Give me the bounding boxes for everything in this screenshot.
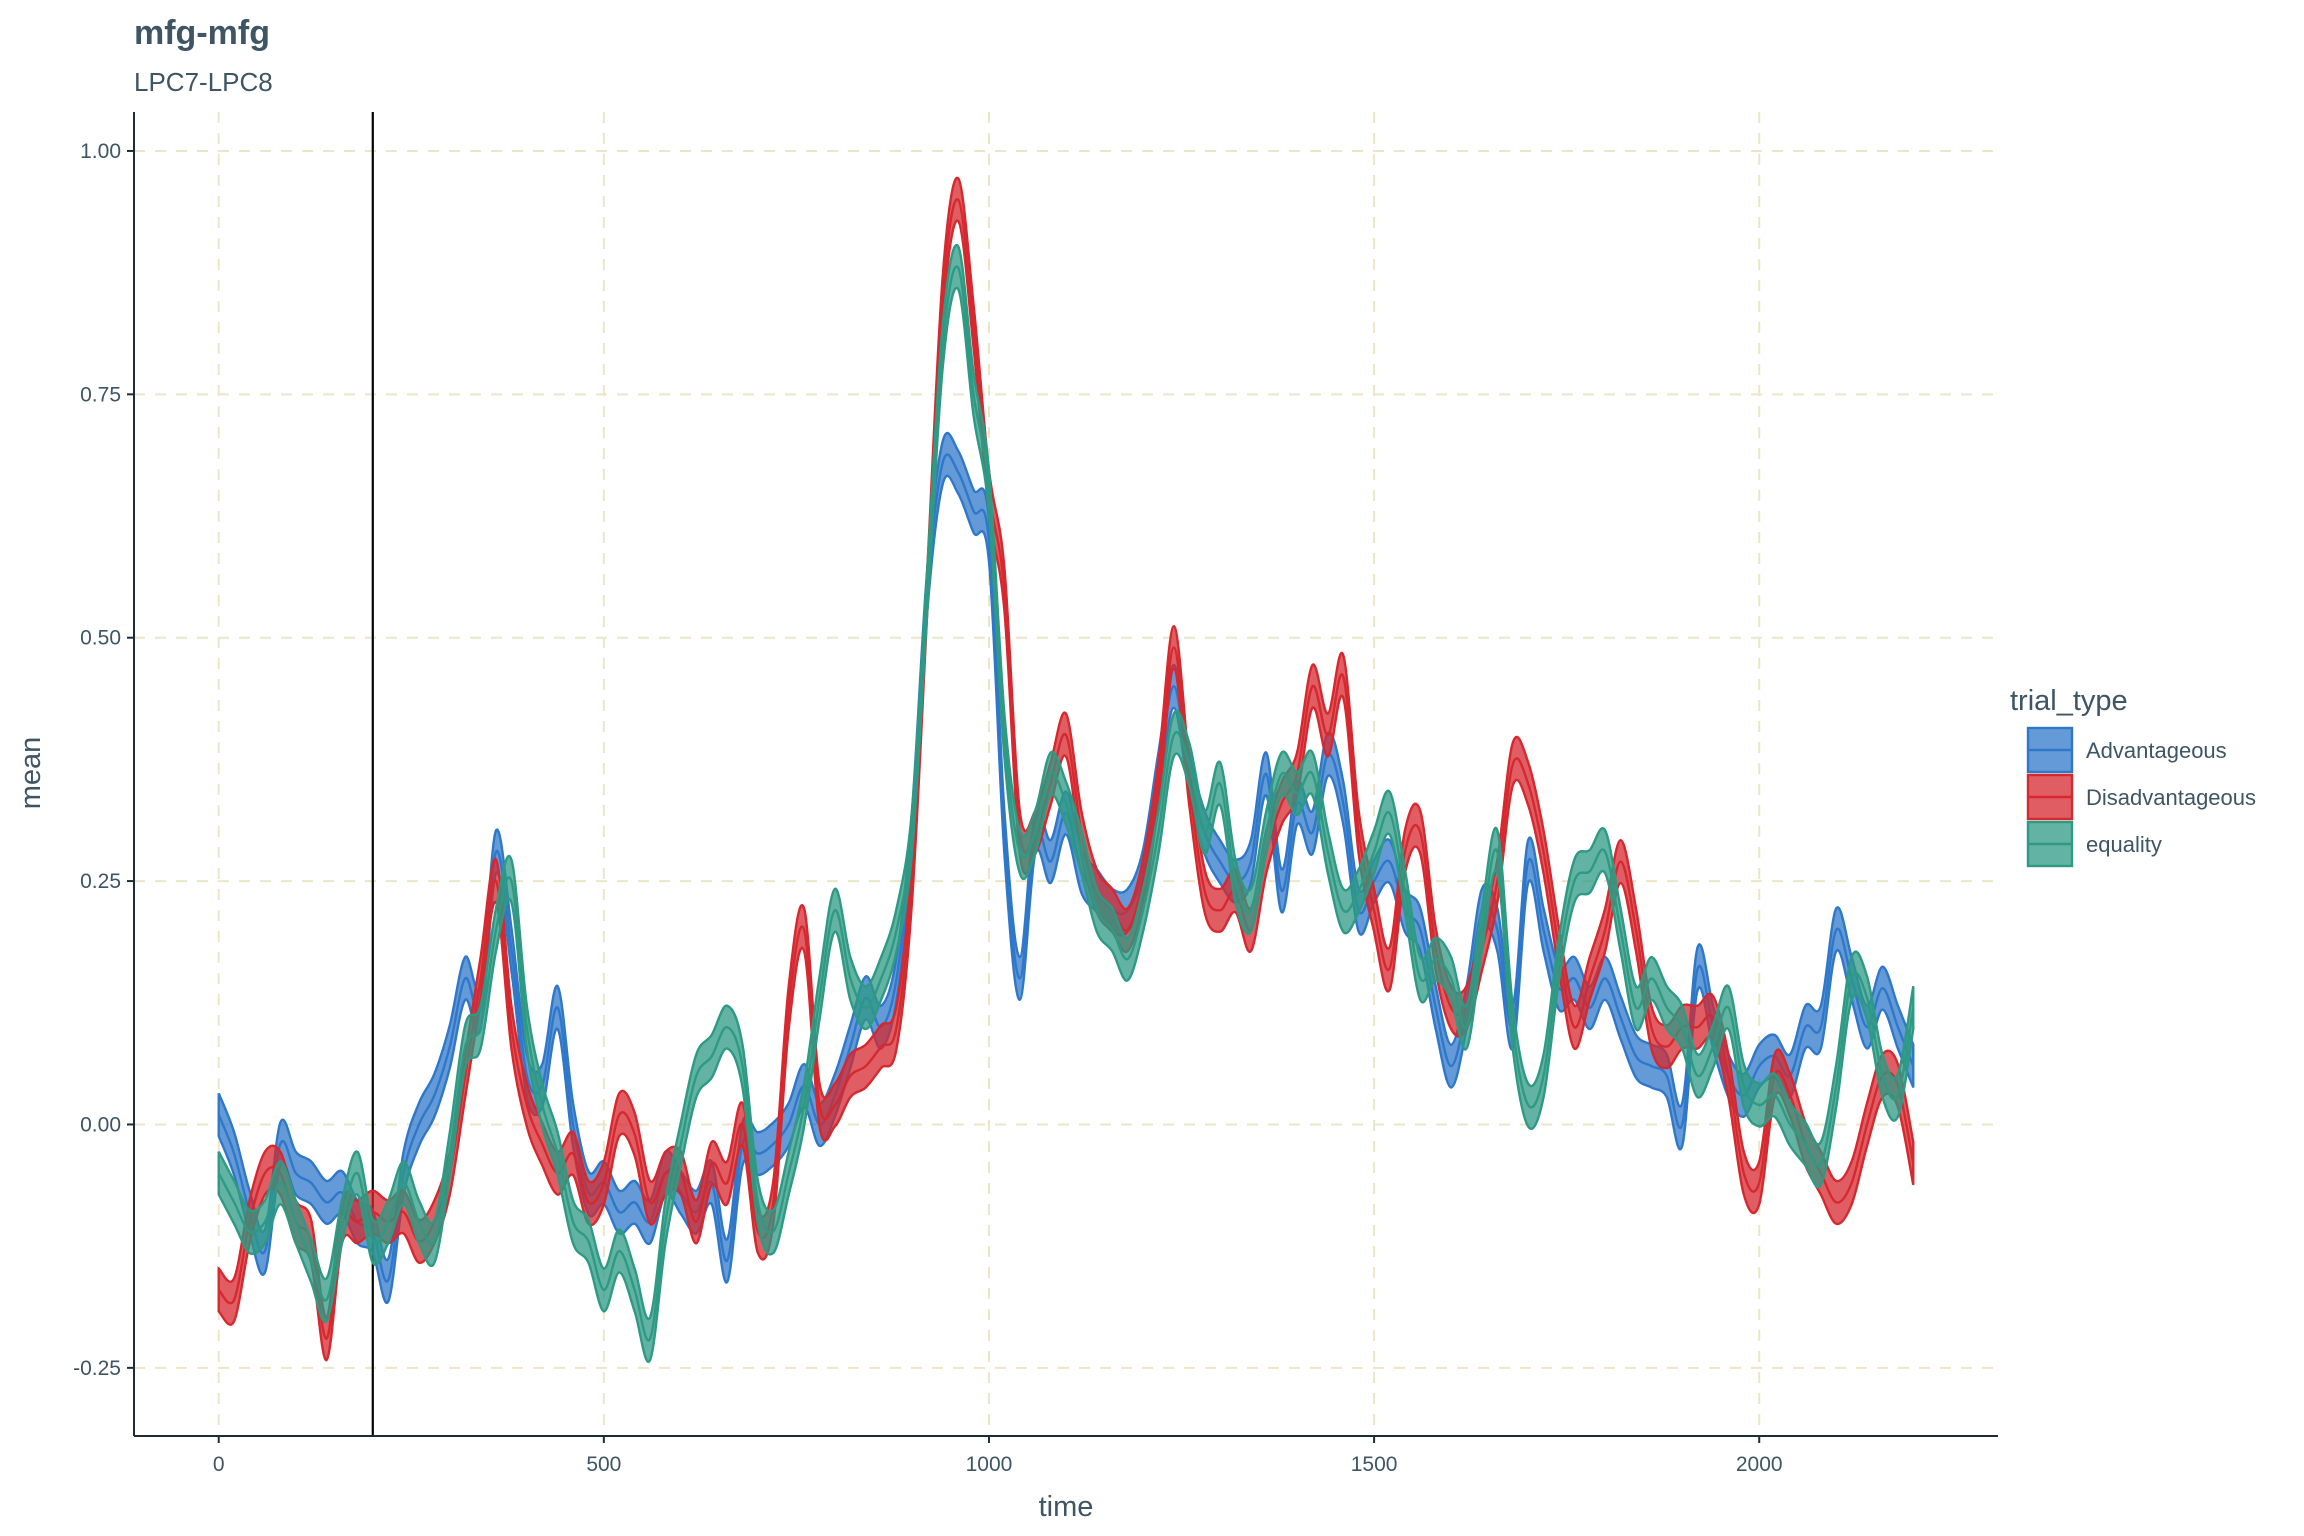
series-group — [217, 176, 1915, 1364]
series-disadvantageous — [217, 176, 1915, 1362]
legend-item-advantageous: Advantageous — [2026, 726, 2227, 774]
mean-line-equality — [217, 265, 1915, 1342]
axes — [127, 112, 1998, 1443]
x-tick-label: 500 — [586, 1453, 621, 1476]
x-tick-label: 0 — [213, 1453, 225, 1476]
legend-label-equality: equality — [2086, 832, 2162, 857]
y-tick-label: -0.25 — [73, 1357, 121, 1380]
series-advantageous — [217, 432, 1915, 1305]
x-tick-label: 1000 — [966, 1453, 1013, 1476]
y-tick-label: 1.00 — [80, 140, 121, 163]
y-tick-label: 0.25 — [80, 870, 121, 893]
legend-label-disadvantageous: Disadvantageous — [2086, 785, 2256, 810]
series-equality — [217, 243, 1915, 1364]
ribbon-advantageous — [217, 432, 1915, 1305]
chart-subtitle: LPC7-LPC8 — [134, 67, 273, 97]
y-tick-label: 0.00 — [80, 1113, 121, 1136]
y-tick-label: 0.75 — [80, 383, 121, 406]
legend-item-equality: equality — [2026, 820, 2162, 868]
tick-labels: 0 500 1000 1500 2000 -0.25 0.00 0.25 0.50 0.75 1.0… — [73, 140, 1782, 1476]
chart-title: mfg-mfg — [134, 14, 270, 52]
y-axis-title: mean — [15, 737, 47, 810]
mean-line-disadvantageous — [217, 198, 1915, 1340]
mean-line-advantageous — [217, 453, 1915, 1283]
y-tick-label: 0.50 — [80, 627, 121, 650]
ribbon-disadvantageous — [217, 176, 1915, 1362]
legend: trial_type Advantageous Disadvantageous eq… — [2010, 685, 2256, 868]
x-tick-label: 2000 — [1736, 1453, 1783, 1476]
legend-label-advantageous: Advantageous — [2086, 738, 2227, 763]
x-tick-label: 1500 — [1351, 1453, 1398, 1476]
grid — [134, 112, 1998, 1436]
legend-title: trial_type — [2010, 685, 2128, 717]
x-axis-title: time — [1039, 1491, 1094, 1523]
legend-item-disadvantageous: Disadvantageous — [2026, 773, 2256, 821]
